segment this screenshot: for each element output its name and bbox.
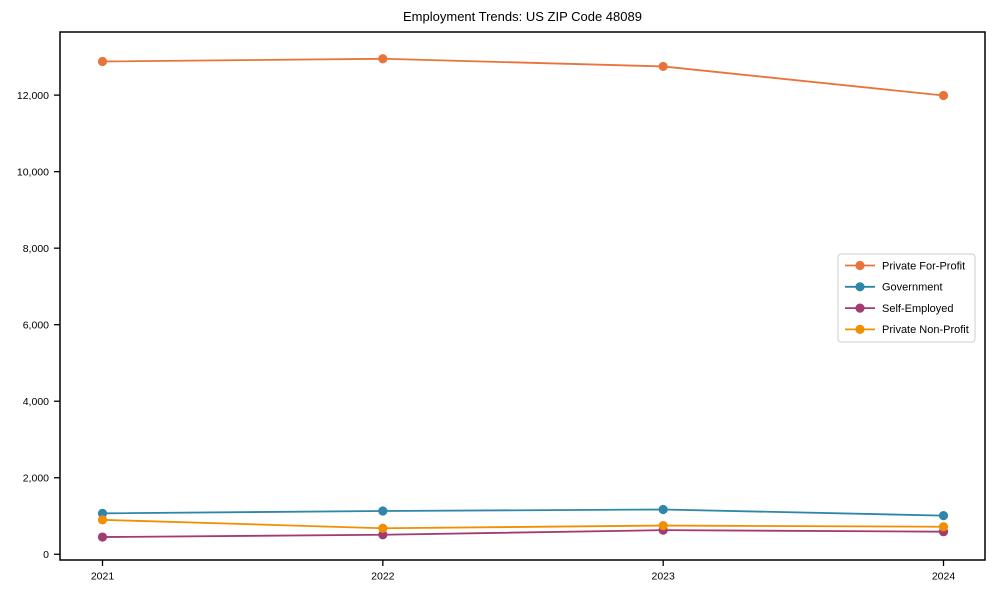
data-point-marker <box>97 532 108 542</box>
data-point-marker <box>97 515 108 525</box>
data-point-marker <box>938 511 949 521</box>
y-axis-tick-label: 0 <box>43 549 49 561</box>
series-line <box>102 57 944 97</box>
series-line <box>102 508 944 517</box>
series-line <box>102 518 944 530</box>
y-axis-tick-label: 12,000 <box>17 90 49 102</box>
y-axis-tick-label: 10,000 <box>17 166 49 178</box>
legend-label: Government <box>882 282 943 294</box>
legend-marker <box>855 260 865 271</box>
data-point-marker <box>97 508 108 518</box>
legend-marker <box>855 303 865 313</box>
legend-marker <box>855 324 865 334</box>
data-point-marker <box>378 530 388 540</box>
legend-marker <box>855 282 865 292</box>
y-axis-tick-label: 2,000 <box>23 473 49 485</box>
legend-label: Private For-Profit <box>882 260 965 272</box>
data-point-marker <box>658 504 668 515</box>
x-axis-tick-label: 2023 <box>651 571 675 583</box>
data-point-marker <box>97 56 108 67</box>
legend-label: Private Non-Profit <box>882 324 969 336</box>
y-axis-tick-label: 4,000 <box>23 396 49 408</box>
y-axis-tick-label: 6,000 <box>23 319 49 331</box>
x-axis-tick-label: 2021 <box>91 571 115 583</box>
data-point-marker <box>938 522 949 532</box>
data-point-marker <box>378 523 388 533</box>
data-point-marker <box>658 520 668 531</box>
data-point-marker <box>378 54 388 64</box>
plot-frame <box>59 31 986 561</box>
data-point-marker <box>938 90 949 101</box>
x-axis-tick-label: 2022 <box>371 571 395 583</box>
plot-area <box>60 32 985 560</box>
series-private-for-profit <box>97 54 949 101</box>
legend-label: Self-Employed <box>882 303 954 315</box>
series-government <box>97 504 949 521</box>
legend: Private For-Profit Government Self-Employe… <box>837 253 976 343</box>
series-private-non-profit <box>97 515 949 533</box>
data-point-marker <box>658 61 668 72</box>
data-point-marker <box>378 506 388 516</box>
series-line <box>102 529 944 538</box>
x-axis-tick-label: 2024 <box>932 571 956 583</box>
y-axis-tick-label: 8,000 <box>23 243 49 255</box>
legend-box <box>837 253 976 343</box>
chart-title: Employment Trends: US ZIP Code 48089 <box>403 9 642 24</box>
